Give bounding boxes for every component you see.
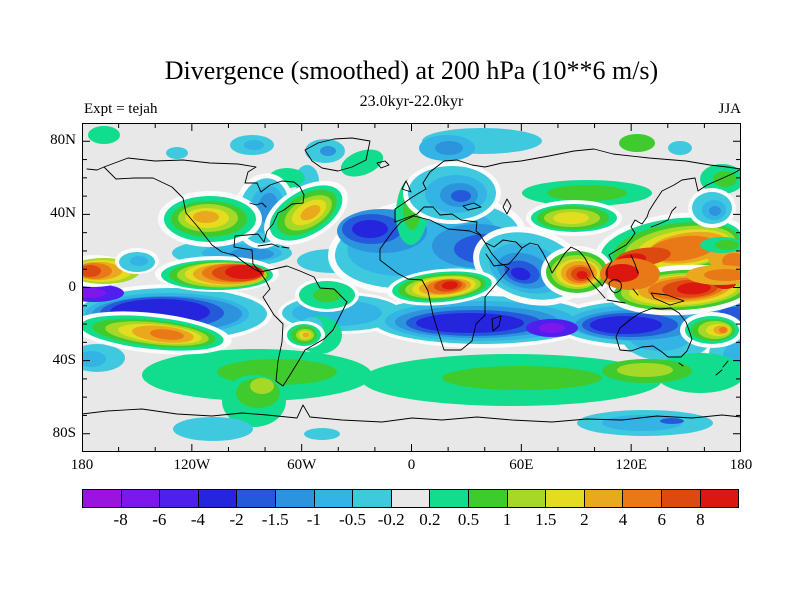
colorbar-cell: [275, 490, 315, 507]
experiment-label: Expt = tejah: [84, 101, 158, 117]
colorbar-cell: [546, 490, 585, 507]
colorbar-cell: [237, 490, 276, 507]
colorbar-level-label: 1: [502, 510, 512, 529]
world-map-svg: [82, 123, 741, 452]
x-axis-tick-label: 120W: [173, 457, 211, 473]
colorbar-cell: [661, 490, 701, 507]
colorbar-cell: [507, 490, 547, 507]
x-axis-tick-label: 0: [407, 457, 416, 473]
y-axis-tick-label: 80N: [50, 132, 76, 149]
colorbar-cell: [623, 490, 662, 507]
x-axis-tick-label: 60E: [509, 457, 534, 473]
colorbar-level-label: 0.2: [419, 510, 441, 529]
axis-ticks: [82, 123, 741, 452]
colorbar-level-label: -4: [190, 510, 206, 529]
plot-subtitle: 23.0kyr-22.0kyr: [359, 93, 464, 110]
colorbar-cell: [353, 490, 392, 507]
season-label: JJA: [718, 101, 741, 117]
colorbar-cell: [468, 490, 508, 507]
x-axis-tick-label: 180: [729, 457, 753, 473]
colorbar-level-label: -1.5: [261, 510, 289, 529]
colorbar-level-label: -8: [113, 510, 128, 529]
colorbar-cell: [391, 490, 431, 507]
colorbar-level-label: 1.5: [535, 510, 557, 529]
colorbar-level-label: -0.5: [339, 510, 366, 529]
colorbar-level-label: -0.2: [377, 510, 405, 529]
colorbar-level-label: 4: [618, 510, 628, 529]
y-axis-tick-label: 40S: [52, 351, 76, 368]
colorbar-level-label: 0.5: [457, 510, 480, 529]
colorbar-level-label: -2: [229, 510, 244, 529]
colorbar: [82, 489, 739, 508]
coastlines: [82, 137, 741, 423]
y-axis-tick-label: 0: [68, 278, 77, 295]
colorbar-cell: [83, 490, 122, 507]
colorbar-level-label: 6: [657, 510, 666, 529]
colorbar-cell: [160, 490, 199, 507]
x-axis-tick-label: 60W: [287, 457, 317, 473]
plot-title: Divergence (smoothed) at 200 hPa (10**6 …: [164, 56, 659, 85]
colorbar-cell: [121, 490, 161, 507]
colorbar-cell: [314, 490, 354, 507]
colorbar-cell: [198, 490, 238, 507]
colorbar-level-label: -1: [306, 510, 321, 529]
x-axis-tick-label: 120E: [615, 457, 647, 473]
colorbar-cell: [430, 490, 469, 507]
colorbar-labels: -8 -6 -4 -2 -1.5 -1 -0.5 -0.2 0.2 0.5 1 1.5 2 4 6 8: [82, 510, 739, 532]
y-axis-tick-label: 40N: [50, 205, 76, 222]
colorbar-cell: [700, 490, 739, 507]
y-axis-tick-label: 80S: [52, 424, 76, 441]
colorbar-level-label: 2: [580, 510, 589, 529]
x-axis-tick-label: 180: [70, 457, 94, 473]
colorbar-level-label: 8: [696, 510, 705, 529]
colorbar-level-label: -6: [152, 510, 167, 529]
plot-area: [82, 123, 741, 452]
contour-fills: [82, 126, 741, 441]
colorbar-cell: [584, 490, 624, 507]
